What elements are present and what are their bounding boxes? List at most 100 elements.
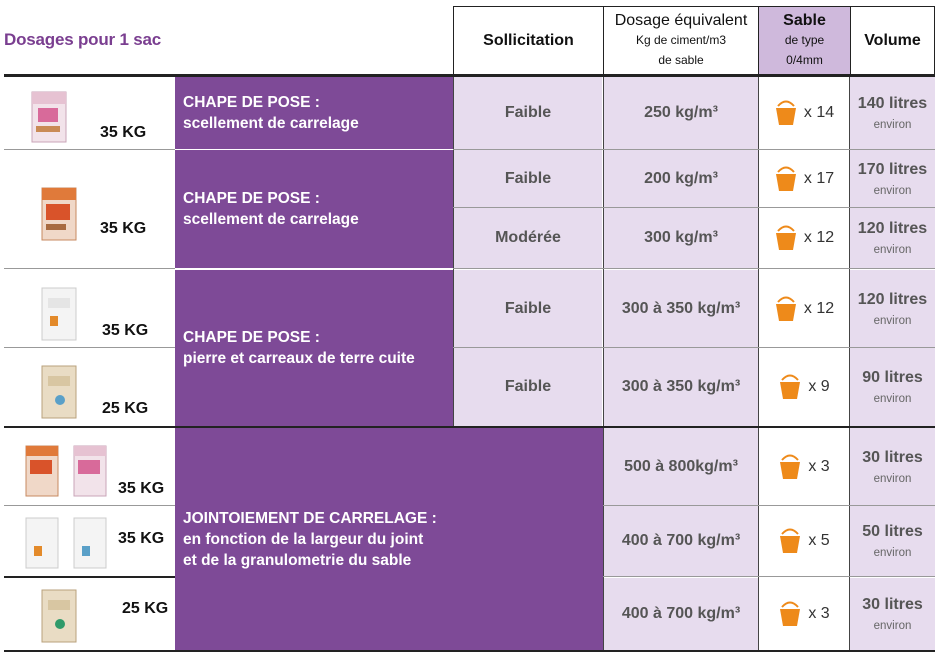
cement-bag-icon (41, 187, 77, 241)
row-divider (4, 505, 175, 506)
row-divider (4, 268, 175, 269)
row-divider (453, 149, 935, 150)
category-block: CHAPE DE POSE : pierre et carreaux de te… (175, 270, 453, 426)
header-volume: Volume (850, 6, 935, 74)
row-divider (4, 576, 175, 578)
dosage-value: 300 kg/m³ (644, 229, 718, 246)
dosage-cell: 400 à 700 kg/m³ (604, 578, 758, 650)
sable-cell: x 3 (759, 428, 849, 505)
sable-cell: x 17 (759, 150, 849, 207)
volume-value: 120 litres (857, 290, 928, 308)
volume-value: 170 litres (857, 160, 928, 178)
row-divider (4, 426, 935, 428)
bucket-icon (775, 225, 796, 250)
bag-weight: 35 KG (100, 220, 147, 237)
bucket-count: x 17 (803, 169, 835, 187)
bag-weight: 35 KG (118, 480, 165, 497)
category-subtitle: scellement de carrelage (183, 211, 359, 228)
sollicitation-cell: Faible (454, 270, 602, 347)
bucket-count: x 3 (808, 457, 830, 475)
cement-bag-icon (73, 445, 107, 497)
sollicitation-cell: Faible (454, 348, 602, 426)
sollicitation-value: Faible (504, 169, 552, 187)
dosage-cell: 400 à 700 kg/m³ (604, 506, 758, 576)
sable-cell: x 12 (759, 270, 849, 347)
dosage-value: 300 à 350 kg/m³ (621, 299, 741, 317)
header-dosage-line2: Kg de ciment/m3 (635, 32, 727, 47)
sollicitation-cell: Modérée (454, 208, 602, 268)
header-dosage: Dosage équivalent Kg de ciment/m3 de sab… (603, 6, 758, 74)
category-subtitle: scellement de carrelage (183, 115, 359, 132)
bucket-icon (780, 601, 801, 626)
dosage-cell: 300 à 350 kg/m³ (604, 348, 758, 426)
volume-value: 30 litres (862, 596, 923, 613)
bag-cell: 25 KG (30, 582, 170, 644)
header-sable-line1: Sable (783, 11, 826, 29)
bucket-icon (775, 100, 796, 125)
dosage-cell: 250 kg/m³ (604, 77, 758, 149)
category-block: CHAPE DE POSE : scellement de carrelage (175, 77, 453, 149)
row-divider (453, 207, 935, 208)
volume-note: environ (873, 244, 912, 256)
cement-bag-icon (31, 91, 67, 143)
volume-value: 90 litres (862, 369, 923, 386)
header-divider (4, 74, 935, 77)
bag-cell: 35 KG (20, 82, 170, 144)
sollicitation-cell: Faible (454, 77, 602, 149)
bucket-icon (775, 166, 796, 191)
bag-weight: 25 KG (102, 400, 149, 417)
row-divider (453, 268, 935, 269)
category-title: JOINTOIEMENT DE CARRELAGE : (183, 509, 437, 527)
category-subtitle: et de la granulometrie du sable (183, 551, 412, 569)
volume-value: 50 litres (862, 523, 923, 540)
sable-cell: x 12 (759, 208, 849, 268)
bucket-count: x 5 (808, 532, 830, 549)
dosage-value: 200 kg/m³ (644, 169, 718, 187)
dosage-cell: 200 kg/m³ (604, 150, 758, 207)
cement-bag-icon (25, 517, 59, 569)
header-sable-line3: 0/4mm (786, 52, 823, 67)
category-title: CHAPE DE POSE : (183, 329, 320, 346)
bag-cell: 35 KG (14, 512, 170, 570)
row-divider (4, 347, 175, 348)
table-bottom-border (4, 650, 935, 652)
category-title: CHAPE DE POSE : (183, 94, 320, 111)
category-block: JOINTOIEMENT DE CARRELAGE : en fonction … (175, 428, 603, 650)
volume-value: 120 litres (857, 220, 928, 237)
dosage-value: 300 à 350 kg/m³ (621, 378, 741, 395)
header-dosage-line3: de sable (658, 52, 704, 67)
sable-cell: x 14 (759, 77, 849, 149)
bucket-icon (775, 296, 796, 321)
volume-cell: 120 litres environ (850, 208, 935, 268)
dosage-cell: 300 kg/m³ (604, 208, 758, 268)
volume-cell: 170 litres environ (850, 150, 935, 207)
dosage-value: 400 à 700 kg/m³ (621, 532, 741, 549)
row-divider (4, 149, 175, 150)
bag-weight: 35 KG (102, 322, 149, 339)
bucket-count: x 9 (808, 378, 830, 395)
volume-cell: 30 litres environ (850, 428, 935, 505)
cement-bag-icon (25, 445, 59, 497)
category-subtitle: pierre et carreaux de terre cuite (183, 350, 415, 367)
volume-note: environ (873, 472, 912, 485)
volume-note: environ (873, 119, 912, 131)
category-block: CHAPE DE POSE : scellement de carrelage (175, 150, 453, 268)
bucket-icon (780, 528, 801, 553)
column-divider (453, 77, 454, 427)
bag-weight: 35 KG (100, 124, 147, 141)
row-divider (603, 505, 935, 506)
sollicitation-value: Faible (504, 299, 552, 317)
bag-weight: 35 KG (118, 530, 165, 547)
volume-note: environ (873, 314, 912, 327)
sollicitation-cell: Faible (454, 150, 602, 207)
row-divider (603, 576, 935, 577)
volume-cell: 30 litres environ (850, 578, 935, 650)
volume-note: environ (873, 184, 912, 197)
header-sable: Sable de type 0/4mm (758, 6, 850, 74)
page-title: Dosages pour 1 sac (4, 30, 162, 49)
bucket-count: x 12 (803, 299, 835, 317)
volume-cell: 120 litres environ (850, 270, 935, 347)
header-sollicitation: Sollicitation (453, 6, 603, 74)
cement-bag-icon (73, 517, 107, 569)
